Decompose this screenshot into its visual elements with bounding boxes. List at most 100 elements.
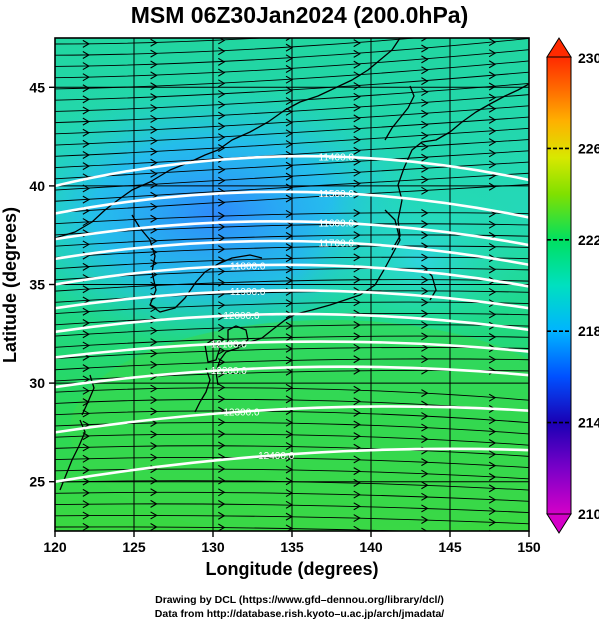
streamline-arrow xyxy=(488,71,497,80)
streamline-arrow xyxy=(82,386,90,395)
streamline-arrow xyxy=(353,332,361,341)
x-tick-label: 140 xyxy=(359,539,383,555)
streamline-arrow xyxy=(353,209,361,218)
streamline-arrow xyxy=(421,88,429,97)
streamline xyxy=(55,212,529,225)
streamline-arrow xyxy=(353,478,361,487)
streamline-arrow xyxy=(353,253,361,262)
streamline-arrow xyxy=(353,103,361,112)
streamline-arrow xyxy=(488,495,497,504)
streamline-arrow xyxy=(218,100,226,109)
streamline-arrow xyxy=(82,50,90,59)
streamline-arrow xyxy=(421,55,429,64)
streamline-arrow xyxy=(421,186,429,195)
streamline-arrow xyxy=(218,335,226,344)
streamline-arrow xyxy=(82,398,90,407)
y-tick-label: 30 xyxy=(29,375,45,391)
x-tick-label: 120 xyxy=(43,539,67,555)
streamline-arrow xyxy=(488,127,497,135)
streamline-arrow xyxy=(218,176,226,185)
streamline-arrow xyxy=(421,253,429,262)
streamline-arrow xyxy=(150,349,158,358)
streamline-arrow xyxy=(82,500,90,509)
streamline-arrow xyxy=(421,321,429,330)
streamline-arrow xyxy=(488,243,497,252)
streamline-arrow xyxy=(150,82,158,91)
streamline-arrow xyxy=(150,114,158,123)
streamline xyxy=(55,38,270,45)
streamline-arrow xyxy=(421,209,429,217)
coastline-segment xyxy=(194,367,211,413)
streamline-arrow xyxy=(218,523,226,531)
streamline-arrow xyxy=(488,138,497,147)
streamline-arrow xyxy=(218,511,226,520)
colorbar-min-triangle xyxy=(546,513,572,534)
streamline-arrow xyxy=(353,49,361,58)
streamline-arrow xyxy=(82,162,90,171)
streamline-arrow xyxy=(218,395,226,403)
streamline xyxy=(55,335,529,348)
streamline-arrow xyxy=(82,139,90,148)
streamline-arrow xyxy=(488,438,497,447)
streamline-arrow xyxy=(82,522,90,531)
x-tick-label: 135 xyxy=(280,539,304,555)
streamline-arrow xyxy=(218,211,226,220)
streamline-arrow xyxy=(218,256,226,265)
colorbar-max-triangle xyxy=(546,37,572,58)
streamline-arrow xyxy=(82,73,90,82)
streamline-arrow xyxy=(421,287,429,296)
streamline-arrow xyxy=(488,93,497,102)
streamline-arrow xyxy=(82,330,90,339)
streamline-arrow xyxy=(150,104,158,113)
streamline xyxy=(55,526,416,531)
contour-label: 12100.0 xyxy=(211,339,248,350)
streamline-arrow xyxy=(82,432,90,441)
streamline-arrow xyxy=(421,153,429,162)
streamline-arrow xyxy=(82,117,90,126)
streamline-arrow xyxy=(82,106,90,115)
streamline-arrow xyxy=(421,175,429,184)
streamline-arrow xyxy=(421,309,429,318)
x-tick-label: 130 xyxy=(201,539,225,555)
streamline-arrow xyxy=(150,169,158,178)
height-contour xyxy=(55,340,529,359)
colorbar-tick-label: 230 xyxy=(578,50,599,66)
streamline-arrow xyxy=(353,146,361,155)
streamline-arrow xyxy=(150,511,158,520)
streamline-arrow xyxy=(82,240,90,249)
contour-label: 11800.0 xyxy=(230,261,266,272)
y-tick-label: 45 xyxy=(29,79,45,95)
streamline-arrow xyxy=(82,218,90,227)
y-tick-label: 25 xyxy=(29,474,45,490)
streamline-arrow xyxy=(488,115,497,124)
streamline-arrow xyxy=(353,525,361,531)
streamline-arrow xyxy=(488,149,497,158)
streamline-arrow xyxy=(218,358,226,367)
streamline-arrow xyxy=(353,455,361,464)
y-axis-ticks: 25 30 35 40 45 xyxy=(29,79,55,490)
streamline-arrow xyxy=(353,432,361,441)
streamline-arrow xyxy=(82,319,90,327)
streamline-arrow xyxy=(488,287,497,296)
streamline-arrow xyxy=(421,38,428,42)
contour-label: 12200.0 xyxy=(211,366,248,377)
y-tick-label: 35 xyxy=(29,277,45,293)
streamline-arrow xyxy=(421,23,427,30)
streamline-arrow xyxy=(82,39,90,48)
y-tick-label: 40 xyxy=(29,178,45,194)
streamline-arrow xyxy=(150,125,158,134)
streamline-arrow xyxy=(150,60,158,69)
streamline-arrow xyxy=(421,435,429,444)
streamline-arrow xyxy=(218,346,226,355)
streamline-arrow xyxy=(218,383,226,392)
streamline-arrow xyxy=(488,310,497,319)
streamline-arrow xyxy=(218,144,226,153)
colorbar-tick-label: 210 xyxy=(578,506,599,522)
height-contour xyxy=(55,447,529,483)
streamline-arrow xyxy=(421,332,429,341)
streamline-arrow xyxy=(421,220,429,229)
contour-label: 11400.0 xyxy=(319,153,355,164)
streamline-arrow xyxy=(218,133,226,142)
streamline-arrow xyxy=(488,104,497,113)
streamline-arrow xyxy=(150,338,158,347)
